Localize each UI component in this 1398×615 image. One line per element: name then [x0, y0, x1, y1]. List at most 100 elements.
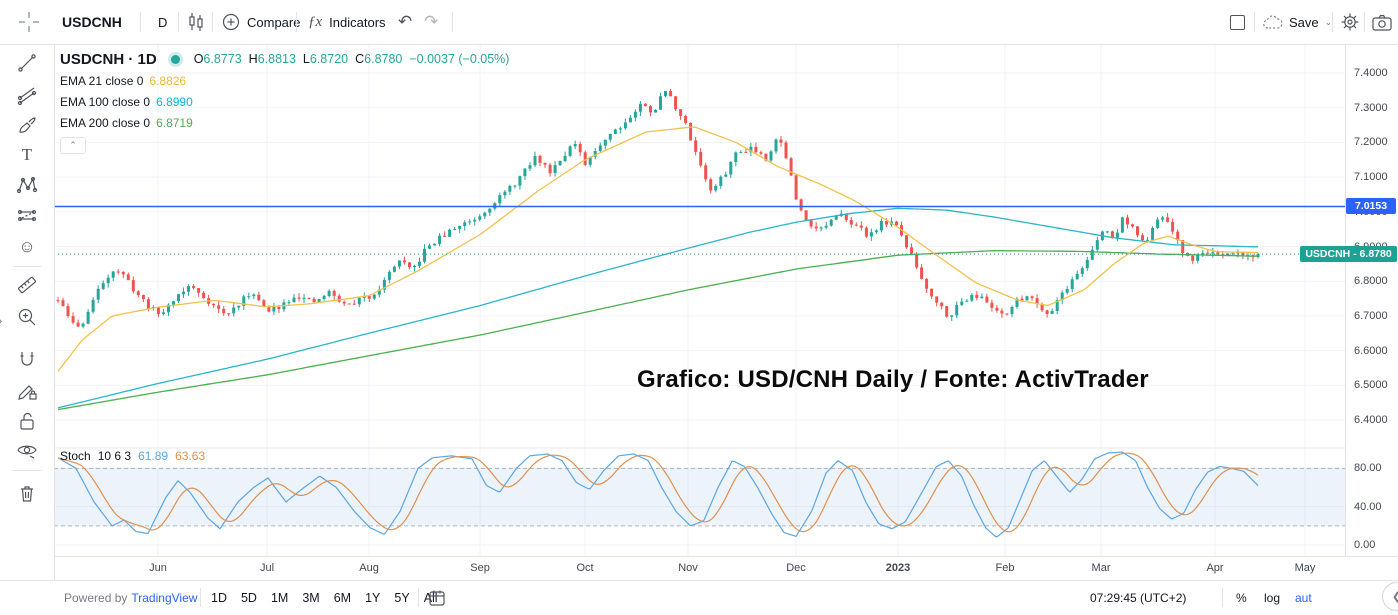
toolbar-divider: [13, 470, 41, 471]
fx-icon: ƒx: [308, 14, 322, 31]
price-tick: 7.1000: [1354, 171, 1388, 183]
ohlc-token: O6.8773: [194, 52, 242, 66]
range-button-1y[interactable]: 1Y: [358, 591, 387, 605]
brush-tool[interactable]: [14, 112, 40, 138]
tradingview-link[interactable]: TradingView: [131, 591, 197, 605]
drawing-mode-tool[interactable]: [14, 378, 40, 404]
text-tool-icon: T: [22, 145, 32, 165]
log-scale-button[interactable]: log: [1264, 581, 1280, 614]
time-axis-label: Apr: [1193, 562, 1237, 574]
toolbar-separator: [1364, 12, 1365, 32]
horizontal-line-price-label[interactable]: 7.0153: [1346, 198, 1396, 214]
crosshair-tool-button[interactable]: [18, 8, 40, 36]
layout-square-icon: [1230, 15, 1245, 30]
zoom-in-tool[interactable]: [14, 304, 40, 330]
settings-button[interactable]: [1340, 8, 1360, 36]
ema200-value: 6.8719: [156, 116, 193, 130]
cloud-icon: [1263, 15, 1283, 30]
layout-button[interactable]: [1230, 8, 1245, 36]
goto-date-button[interactable]: [428, 581, 447, 614]
price-tick: 7.2000: [1354, 136, 1388, 148]
range-button-3m[interactable]: 3M: [295, 591, 326, 605]
price-tick: 7.3000: [1354, 102, 1388, 114]
smiley-icon: ☺: [18, 237, 35, 257]
magnet-tool[interactable]: [14, 346, 40, 372]
trend-line-icon: [16, 52, 38, 74]
measure-tool[interactable]: [14, 272, 40, 298]
compare-button[interactable]: Compare: [222, 8, 300, 36]
percent-scale-button[interactable]: %: [1236, 581, 1247, 614]
text-tool[interactable]: T: [14, 142, 40, 168]
crosshair-icon: [18, 11, 40, 33]
toolbar-separator: [1332, 12, 1333, 32]
redo-icon: ↷: [424, 12, 438, 32]
eye-icon: [16, 440, 38, 462]
gann-fib-tool[interactable]: [14, 82, 40, 108]
price-tick: 6.7000: [1354, 310, 1388, 322]
lock-drawings-tool[interactable]: [14, 408, 40, 434]
toolbar-separator: [1222, 588, 1223, 607]
undo-button[interactable]: ↶: [398, 8, 412, 36]
xabcd-pattern-icon: [16, 174, 38, 196]
toolbar-separator: [212, 12, 213, 32]
top-toolbar: USDCNH D Compare ƒx Indicators ↶ ↷: [0, 0, 1398, 45]
trash-icon: [16, 482, 38, 504]
ruler-icon: [16, 274, 38, 296]
stoch-legend[interactable]: Stoch 10 6 3 61.89 63.63: [60, 449, 205, 463]
chart-annotation-text: Grafico: USD/CNH Daily / Fonte: ActivTra…: [637, 366, 1149, 394]
stoch-tick: 40.00: [1354, 501, 1382, 513]
powered-label: Powered by: [64, 591, 127, 605]
time-axis-label: Jun: [136, 562, 180, 574]
indicators-button[interactable]: ƒx Indicators: [308, 8, 386, 36]
powered-by[interactable]: Powered by TradingView: [64, 581, 197, 614]
pattern-tool[interactable]: [14, 172, 40, 198]
clock-text: 07:29:45 (UTC+2): [1090, 591, 1186, 605]
ema21-label: EMA 21 close 0: [60, 74, 143, 88]
object-tree-expand-button[interactable]: ›: [0, 306, 12, 334]
hide-drawings-tool[interactable]: [14, 438, 40, 464]
last-price-label[interactable]: USDCNH - 6.8780: [1300, 246, 1397, 262]
ema21-legend-row[interactable]: EMA 21 close 0 6.8826: [60, 70, 509, 91]
symbol-button[interactable]: USDCNH: [62, 8, 122, 36]
range-button-6m[interactable]: 6M: [327, 591, 358, 605]
price-tick: 6.4000: [1354, 414, 1388, 426]
legend-collapse-button[interactable]: ⌃: [60, 137, 86, 154]
range-button-1d[interactable]: 1D: [204, 591, 234, 605]
toolbar-separator: [200, 588, 201, 607]
auto-scale-button[interactable]: aut: [1295, 581, 1312, 614]
projection-lines-icon: [16, 204, 38, 226]
trend-line-tool[interactable]: [14, 50, 40, 76]
clock[interactable]: 07:29:45 (UTC+2): [1090, 581, 1186, 614]
chart-style-button[interactable]: [186, 8, 206, 36]
price-axis[interactable]: 7.40007.30007.20007.10007.00006.90006.80…: [1345, 44, 1398, 580]
toolbar-separator: [452, 12, 453, 32]
legend-symbol: USDCNH · 1D: [60, 51, 157, 68]
range-button-5d[interactable]: 5D: [234, 591, 264, 605]
time-axis-label: Nov: [666, 562, 710, 574]
ema100-legend-row[interactable]: EMA 100 close 0 6.8990: [60, 91, 509, 112]
toolbar-separator: [296, 12, 297, 32]
interval-button[interactable]: D: [152, 8, 173, 36]
forecast-tool[interactable]: [14, 202, 40, 228]
stoch-d-value: 63.63: [175, 449, 205, 463]
screenshot-button[interactable]: [1372, 8, 1392, 36]
percent-label: %: [1236, 591, 1247, 605]
save-button[interactable]: Save ⌄: [1263, 8, 1332, 36]
redo-button[interactable]: ↷: [424, 8, 438, 36]
price-tick: 6.8000: [1354, 275, 1388, 287]
save-label: Save: [1289, 15, 1319, 30]
price-tick: 6.5000: [1354, 379, 1388, 391]
range-button-1m[interactable]: 1M: [264, 591, 295, 605]
ema200-legend-row[interactable]: EMA 200 close 0 6.8719: [60, 112, 509, 133]
crossed-lines-icon: [16, 84, 38, 106]
remove-drawings-tool[interactable]: [14, 480, 40, 506]
chevron-left-icon: ❮: [1392, 590, 1398, 603]
emoji-tool[interactable]: ☺: [14, 234, 40, 260]
range-button-5y[interactable]: 5Y: [387, 591, 416, 605]
calendar-icon: [428, 589, 447, 607]
lock-icon: [16, 410, 38, 432]
